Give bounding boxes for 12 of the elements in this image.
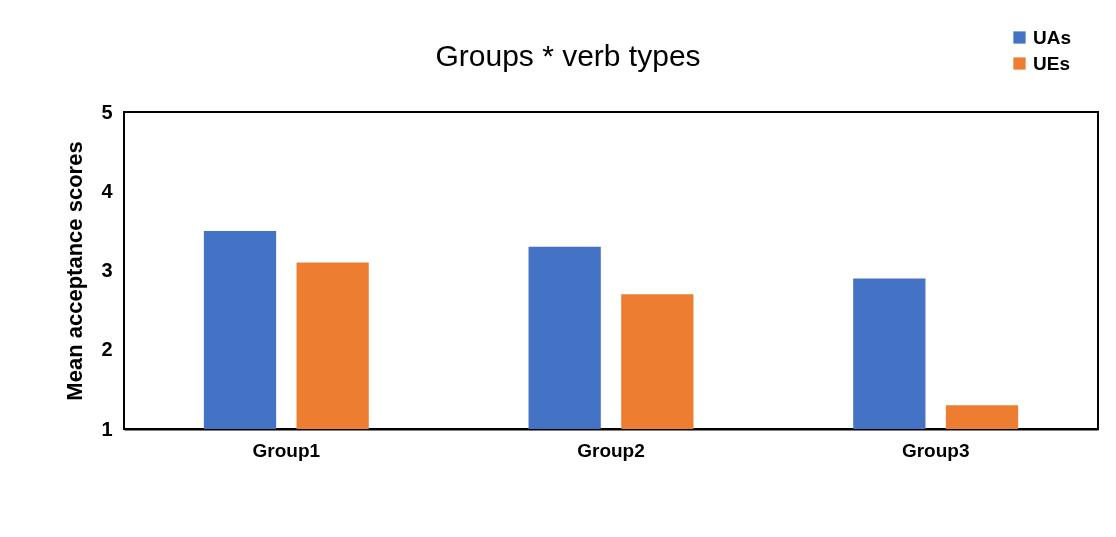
y-tick-label: 2 [101, 338, 113, 361]
y-tick-label: 4 [101, 179, 114, 202]
x-tick-label: Group3 [901, 439, 970, 461]
y-tick-label: 1 [101, 417, 113, 440]
y-tick-label: 5 [101, 100, 113, 123]
chart-title: Groups * verb types [435, 39, 701, 72]
x-tick-label: Group1 [252, 439, 321, 461]
legend-label: UEs [1033, 52, 1070, 74]
y-axis-title: Mean acceptance scores [62, 141, 88, 401]
y-tick-label: 3 [101, 259, 113, 281]
x-tick-label: Group2 [577, 439, 645, 461]
legend-label: UAs [1033, 26, 1072, 48]
